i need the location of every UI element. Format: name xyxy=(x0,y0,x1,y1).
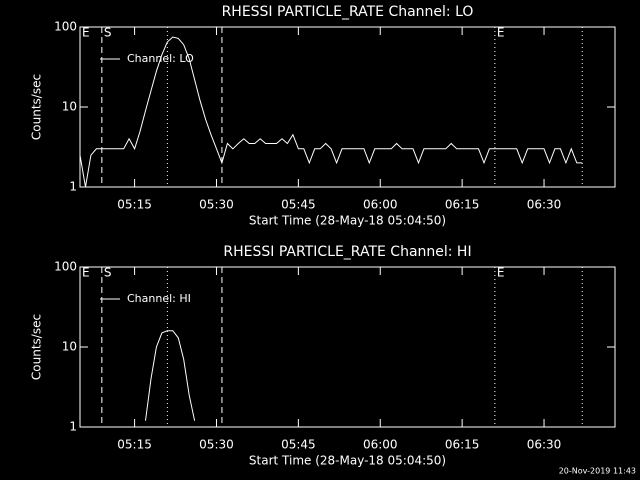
x-tick-label: 06:00 xyxy=(363,198,398,212)
annotation: E xyxy=(82,26,90,40)
plot-frame xyxy=(79,266,616,428)
x-tick-label: 05:30 xyxy=(199,198,234,212)
y-tick-label: 100 xyxy=(54,20,77,34)
x-tick-label: 06:30 xyxy=(527,198,562,212)
x-tick-label: 05:30 xyxy=(199,438,234,452)
x-tick-label: 06:30 xyxy=(527,438,562,452)
chart-title: RHESSI PARTICLE_RATE Channel: HI xyxy=(223,244,471,260)
x-tick-label: 06:00 xyxy=(363,438,398,452)
y-tick-label: 10 xyxy=(62,100,77,114)
footer: 20-Nov-2019 11:43 xyxy=(559,467,636,476)
annotation: S xyxy=(104,266,112,280)
data-line xyxy=(145,330,196,421)
plot-frame xyxy=(79,26,616,188)
annotation: E xyxy=(497,26,505,40)
annotation: S xyxy=(104,26,112,40)
x-tick-label: 06:15 xyxy=(445,198,480,212)
annotation: E xyxy=(82,266,90,280)
legend-label: Channel: HI xyxy=(127,292,191,305)
x-tick-label: 05:45 xyxy=(281,198,316,212)
x-tick-label: 05:15 xyxy=(117,438,152,452)
x-axis-label: Start Time (28-May-18 05:04:50) xyxy=(249,454,446,468)
y-tick-label: 100 xyxy=(54,260,77,274)
data-line xyxy=(80,36,583,187)
x-tick-label: 05:45 xyxy=(281,438,316,452)
y-tick-label: 10 xyxy=(62,340,77,354)
y-axis-label: Counts/sec xyxy=(30,74,44,140)
x-tick-label: 06:15 xyxy=(445,438,480,452)
x-tick-label: 05:15 xyxy=(117,198,152,212)
legend-label: Channel: LO xyxy=(127,52,194,65)
y-tick-label: 1 xyxy=(69,180,77,194)
y-tick-label: 1 xyxy=(69,420,77,434)
chart-title: RHESSI PARTICLE_RATE Channel: LO xyxy=(222,4,474,20)
annotation: E xyxy=(497,266,505,280)
y-axis-label: Counts/sec xyxy=(30,314,44,380)
x-axis-label: Start Time (28-May-18 05:04:50) xyxy=(249,214,446,228)
